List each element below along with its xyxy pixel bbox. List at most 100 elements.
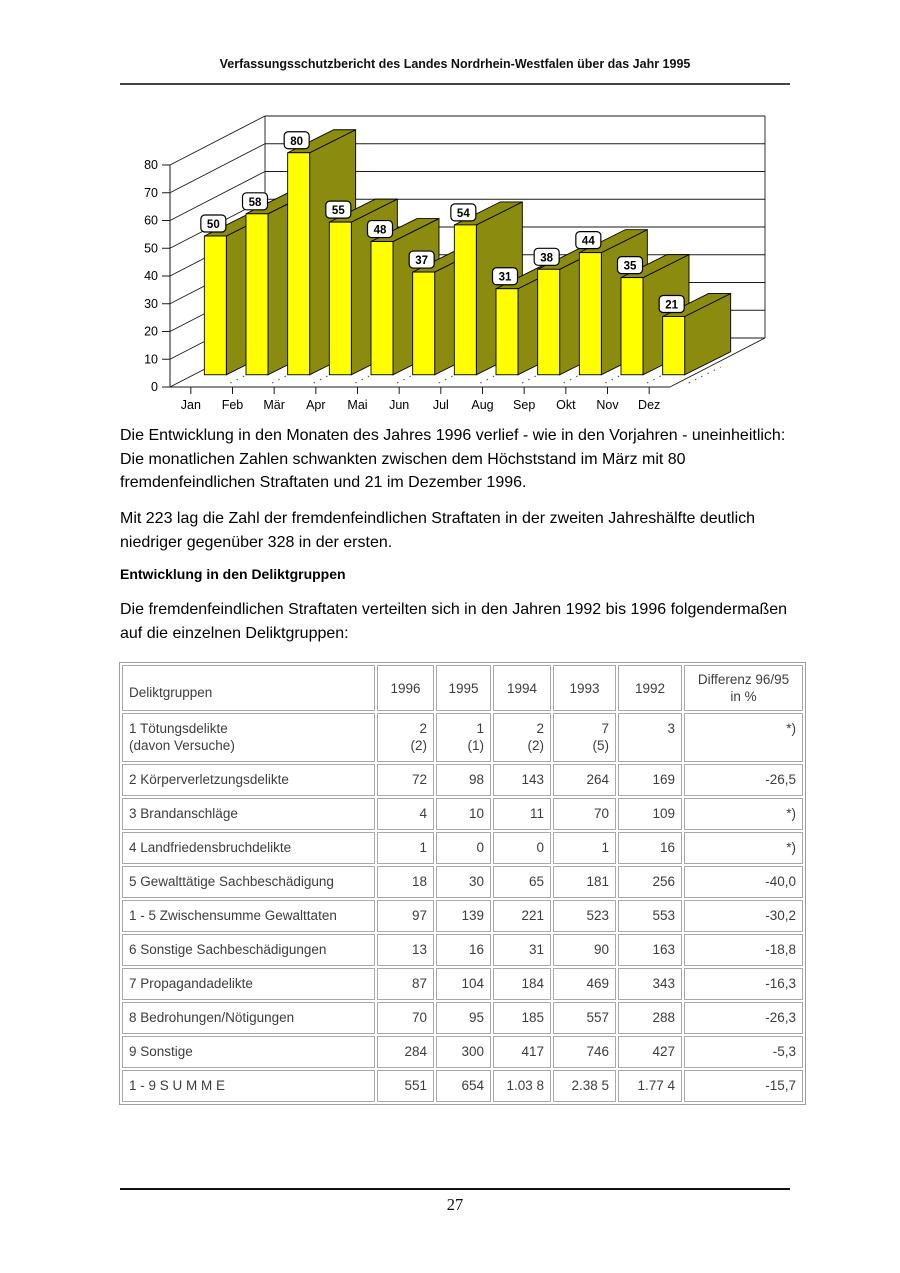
- value-cell: 169: [618, 764, 682, 796]
- value-cell: 0: [493, 832, 551, 864]
- value-cell: 31: [493, 934, 551, 966]
- value-cell: 13: [377, 934, 434, 966]
- value-cell: 65: [493, 866, 551, 898]
- svg-text:Mai: Mai: [347, 398, 367, 412]
- table-row: 5 Gewalttätige Sachbeschädigung 18 30 65 181…: [122, 866, 803, 898]
- value-cell: -15,7: [684, 1070, 803, 1102]
- value-cell: 109: [618, 798, 682, 830]
- table-header-row: Deliktgruppen 1996 1995 1994 1993 1992 Differe…: [122, 665, 803, 711]
- table-row: 4 Landfriedensbruchdelikte 1 0 0 1 16 *): [122, 832, 803, 864]
- value-cell: 2 (2): [377, 713, 434, 762]
- row-label-cell: 6 Sonstige Sachbeschädigungen: [122, 934, 375, 966]
- row-label-cell: 2 Körperverletzungsdelikte: [122, 764, 375, 796]
- svg-text:38: 38: [540, 252, 553, 264]
- value-cell: 417: [493, 1036, 551, 1068]
- svg-text:80: 80: [144, 158, 158, 172]
- value-cell: *): [684, 713, 803, 762]
- value-cell: 427: [618, 1036, 682, 1068]
- value-cell: *): [684, 832, 803, 864]
- value-cell: 300: [436, 1036, 491, 1068]
- svg-text:54: 54: [457, 208, 470, 220]
- chart-canvas: 50 58 80 55 48 37 54 31 38 44 35 21 0 10 20 30 40 50 60 70 8…: [144, 115, 766, 412]
- value-cell: 343: [618, 968, 682, 1000]
- value-cell: -26,3: [684, 1002, 803, 1034]
- table-header-cell: 1996: [377, 665, 434, 711]
- value-cell: 3: [618, 713, 682, 762]
- svg-text:Nov: Nov: [596, 398, 619, 412]
- value-cell: 97: [377, 900, 434, 932]
- svg-text:Jan: Jan: [181, 398, 201, 412]
- value-cell: 551: [377, 1070, 434, 1102]
- deliktgruppen-table: Deliktgruppen 1996 1995 1994 1993 1992 Differe…: [119, 662, 806, 1105]
- bar-value-label: 54: [450, 203, 477, 222]
- svg-text:Jul: Jul: [433, 398, 449, 412]
- value-cell: 104: [436, 968, 491, 1000]
- value-cell: 98: [436, 764, 491, 796]
- svg-text:20: 20: [144, 325, 158, 339]
- table-header-cell: 1993: [553, 665, 616, 711]
- row-label-cell: 8 Bedrohungen/Nötigungen: [122, 1002, 375, 1034]
- table-row: 1 Tötungsdelikte (davon Versuche) 2 (2) 1 …: [122, 713, 803, 762]
- table-header-cell: 1992: [618, 665, 682, 711]
- paragraph-monthly-development: Die Entwicklung in den Monaten des Jahre…: [120, 427, 786, 491]
- svg-text:Jun: Jun: [389, 398, 409, 412]
- bar-value-label: 35: [616, 256, 644, 275]
- value-cell: 184: [493, 968, 551, 1000]
- paragraph-deliktgruppen-intro: Die fremdenfeindlichen Straftaten vertei…: [120, 601, 788, 642]
- value-cell: 288: [618, 1002, 682, 1034]
- value-cell: -40,0: [684, 866, 803, 898]
- svg-text:70: 70: [144, 186, 158, 200]
- value-cell: 553: [618, 900, 682, 932]
- row-label-cell: 1 Tötungsdelikte (davon Versuche): [122, 713, 375, 762]
- value-cell: 0: [436, 832, 491, 864]
- bar-value-label: 38: [533, 247, 560, 266]
- value-cell: 11: [493, 798, 551, 830]
- value-cell: 221: [493, 900, 551, 932]
- value-cell: -26,5: [684, 764, 803, 796]
- value-cell: -30,2: [684, 900, 803, 932]
- bar-value-label: 31: [491, 267, 519, 286]
- value-cell: 284: [377, 1036, 434, 1068]
- footer-divider: [120, 1188, 790, 1190]
- value-cell: 181: [553, 866, 616, 898]
- svg-text:21: 21: [665, 299, 678, 311]
- value-cell: 264: [553, 764, 616, 796]
- row-label-cell: 7 Propagandadelikte: [122, 968, 375, 1000]
- value-cell: 1: [553, 832, 616, 864]
- svg-text:44: 44: [582, 236, 595, 248]
- table-header-cell: Differenz 96/95 in %: [684, 665, 803, 711]
- row-label-cell: 1 - 5 Zwischensumme Gewalttaten: [122, 900, 375, 932]
- svg-text:58: 58: [249, 197, 262, 209]
- value-cell: 1 (1): [436, 713, 491, 762]
- svg-text:37: 37: [415, 255, 428, 267]
- value-cell: 30: [436, 866, 491, 898]
- table-row: 8 Bedrohungen/Nötigungen 70 95 185 557 288 -26…: [122, 1002, 803, 1034]
- value-cell: 87: [377, 968, 434, 1000]
- row-label-cell: 5 Gewalttätige Sachbeschädigung: [122, 866, 375, 898]
- value-cell: 654: [436, 1070, 491, 1102]
- value-cell: 1.03 8: [493, 1070, 551, 1102]
- value-cell: -5,3: [684, 1036, 803, 1068]
- bar-value-label: 80: [283, 131, 310, 150]
- value-cell: 2.38 5: [553, 1070, 616, 1102]
- value-cell: 90: [553, 934, 616, 966]
- table-row: 9 Sonstige 284 300 417 746 427 -5,3: [122, 1036, 803, 1068]
- bar-value-label: 48: [366, 219, 394, 239]
- bar-value-label: 21: [658, 294, 685, 314]
- value-cell: -16,3: [684, 968, 803, 1000]
- svg-text:Apr: Apr: [306, 398, 325, 412]
- value-cell: 16: [618, 832, 682, 864]
- value-cell: 10: [436, 798, 491, 830]
- monthly-offences-bar-chart: 50 58 80 55 48 37 54 31 38 44 35 21 0 10 20 30 40 50 60 70 8…: [120, 95, 790, 420]
- svg-text:50: 50: [144, 241, 158, 255]
- value-cell: 143: [493, 764, 551, 796]
- table-row: 1 - 9 S U M M E 551 654 1.03 8 2.38 5 1.77 4-…: [122, 1070, 803, 1102]
- svg-text:Okt: Okt: [556, 398, 576, 412]
- value-cell: 746: [553, 1036, 616, 1068]
- page-number: 27: [446, 1195, 464, 1214]
- table-row: 3 Brandanschläge 4 10 11 70 109 *): [122, 798, 803, 830]
- value-cell: 72: [377, 764, 434, 796]
- svg-text:40: 40: [144, 269, 158, 283]
- value-cell: 2 (2): [493, 713, 551, 762]
